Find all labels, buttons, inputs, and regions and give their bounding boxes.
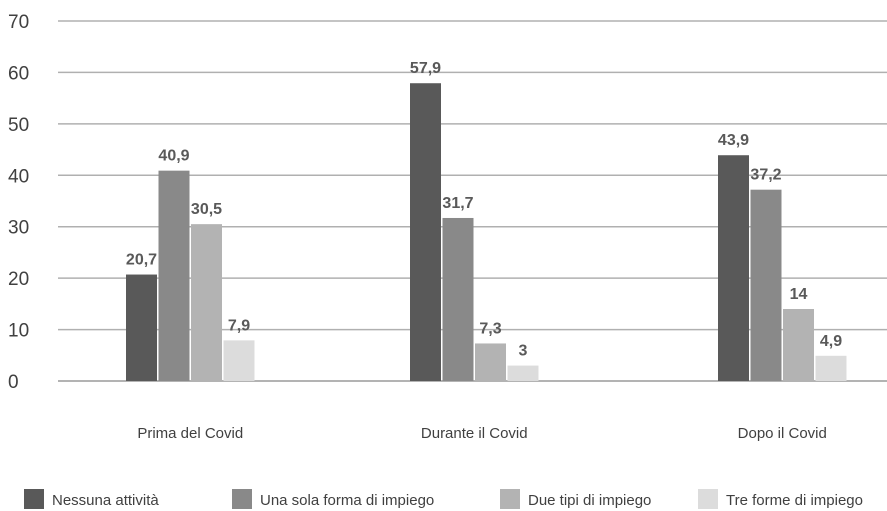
bar [191, 224, 222, 381]
category-label: Prima del Covid [137, 425, 243, 442]
bar [223, 340, 255, 381]
bar [718, 155, 749, 381]
y-tick-label: 40 [8, 166, 29, 187]
y-tick-label: 50 [8, 115, 29, 136]
bar [410, 83, 441, 381]
y-tick-label: 70 [8, 12, 29, 33]
legend: Nessuna attività Una sola forma di impieg… [24, 489, 863, 509]
legend-swatch [698, 489, 718, 509]
legend-swatch [500, 489, 520, 509]
data-label: 40,9 [158, 148, 189, 165]
legend-item: Una sola forma di impiego [232, 489, 434, 509]
data-label: 14 [790, 286, 808, 303]
legend-item: Nessuna attività [24, 489, 159, 509]
bar [750, 189, 782, 381]
data-label: 43,9 [718, 132, 749, 149]
data-label: 7,9 [228, 317, 250, 334]
data-labels: 20,7 40,9 30,5 7,9 57,9 31,7 7,3 3 43,9 37,2 14 4,9 [126, 60, 842, 359]
y-axis-tick-labels: 0 10 20 30 40 50 60 70 [8, 12, 29, 393]
legend-item: Due tipi di impiego [500, 489, 651, 509]
bar [442, 217, 474, 381]
y-tick-label: 20 [8, 269, 29, 290]
bar [815, 355, 847, 381]
y-tick-label: 10 [8, 321, 29, 342]
legend-label: Due tipi di impiego [528, 492, 651, 509]
legend-swatch [24, 489, 44, 509]
legend-label: Una sola forma di impiego [260, 492, 434, 509]
bar [126, 274, 157, 381]
legend-item: Tre forme di impiego [698, 489, 863, 509]
data-label: 57,9 [410, 60, 441, 77]
legend-label: Tre forme di impiego [726, 492, 863, 509]
data-label: 37,2 [750, 167, 781, 184]
y-tick-label: 0 [8, 372, 19, 393]
data-label: 3 [519, 343, 528, 360]
bar [507, 365, 539, 381]
data-label: 30,5 [191, 201, 222, 218]
data-label: 7,3 [479, 320, 501, 337]
bar [475, 343, 506, 381]
y-tick-label: 30 [8, 218, 29, 239]
bars [126, 83, 847, 381]
data-label: 31,7 [442, 195, 473, 212]
legend-swatch [232, 489, 252, 509]
bar [783, 309, 814, 381]
category-label: Durante il Covid [421, 425, 528, 442]
bar [158, 170, 190, 381]
data-label: 20,7 [126, 252, 157, 269]
x-axis-category-labels: Prima del Covid Durante il Covid Dopo il C… [137, 425, 827, 442]
legend-label: Nessuna attività [52, 492, 159, 509]
data-label: 4,9 [820, 333, 842, 350]
category-label: Dopo il Covid [738, 425, 827, 442]
y-tick-label: 60 [8, 63, 29, 84]
